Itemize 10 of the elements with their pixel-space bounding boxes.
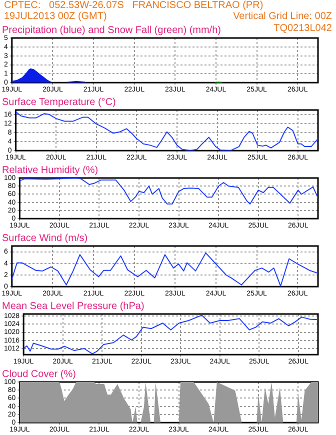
text: CPTEC: 052.53W-26.07S FRANCISCO BELTRAO (PR) <box>4 0 264 11</box>
chart-title: Precipitation (blue) and Snow Fall (green) (mm/h) <box>2 24 221 36</box>
chart-title: Surface Wind (m/s) <box>2 232 88 244</box>
chart-title: Mean Sea Level Pressure (hPa) <box>2 300 144 312</box>
text: Vertical Grid Line: 00Z <box>233 11 332 22</box>
text: 19JUL2013 00Z (GMT) <box>4 11 107 22</box>
text: TQ0213L042 <box>274 23 332 34</box>
chart-title: Relative Humidity (%) <box>2 164 98 176</box>
chart-title: Cloud Cover (%) <box>2 368 76 380</box>
chart-title: Surface Temperature (°C) <box>2 96 116 108</box>
